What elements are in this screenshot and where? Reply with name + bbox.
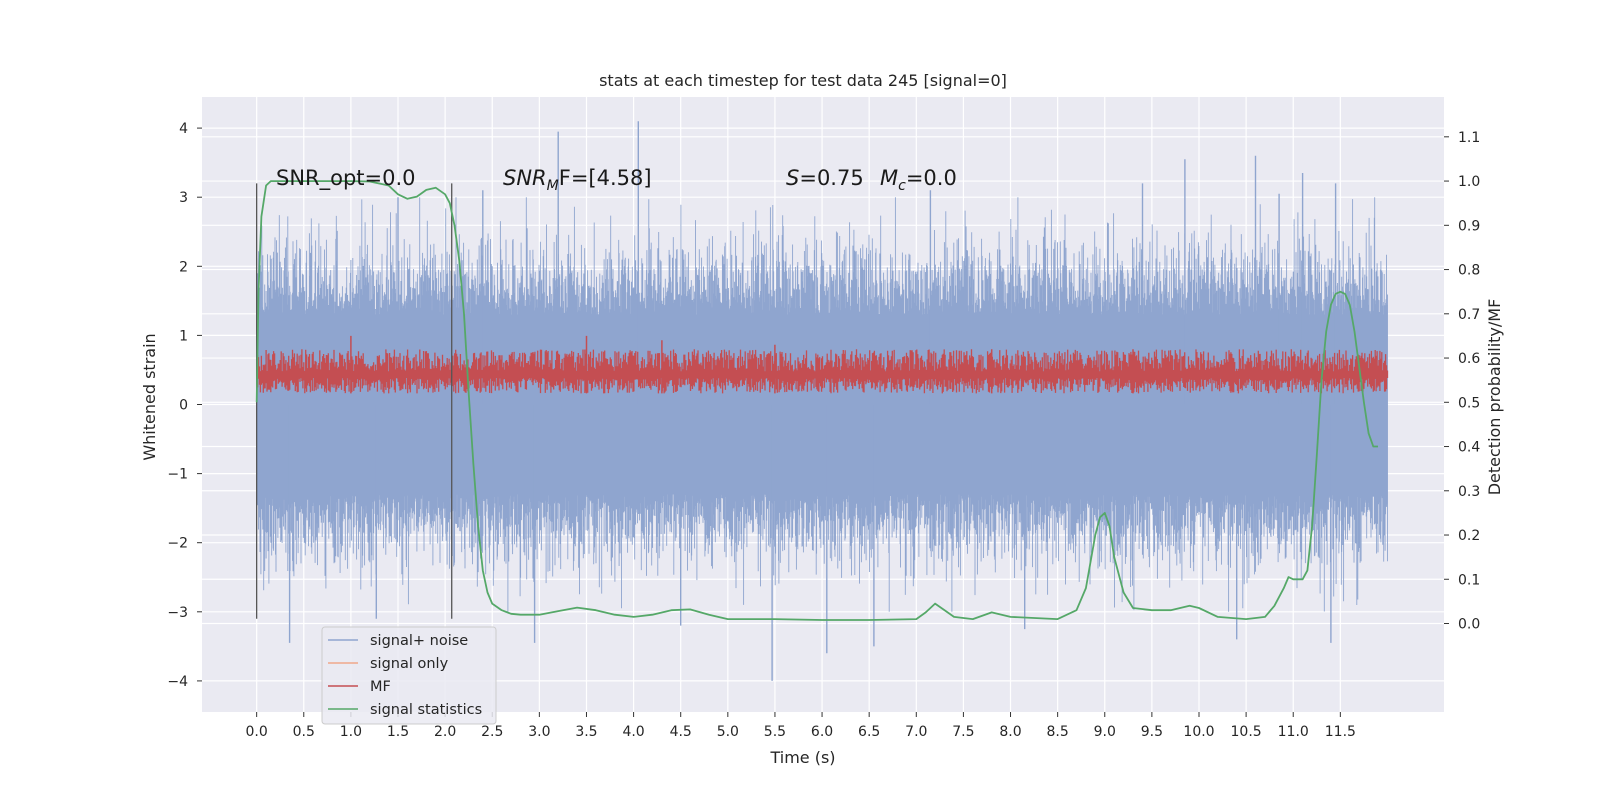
mf-peaks [350,335,1134,394]
y2-tick-label: 0.5 [1458,395,1480,411]
legend-label-signal-only: signal only [370,656,449,672]
x-tick-label: 5.5 [764,724,786,740]
y-axis-ticks: −4 −3 −2 −1 0 1 2 3 4 [167,121,202,690]
x-tick-label: 2.5 [481,724,503,740]
snr-mf-prefix: SNR [503,166,547,190]
x-tick-label: 0.5 [293,724,315,740]
x-axis-label: Time (s) [769,748,835,767]
noise-spikes [288,121,1337,681]
x-tick-label: 4.0 [622,724,644,740]
chart-title: stats at each timestep for test data 245… [599,71,1007,90]
x-tick-label: 10.0 [1183,724,1214,740]
snr-mf-subscript: M [547,178,559,194]
s-label: S [786,166,799,190]
x-tick-label: 11.0 [1278,724,1309,740]
mc-label: M [880,166,898,190]
x-tick-label: 1.5 [387,724,409,740]
legend-label-mf: MF [370,679,391,695]
x-tick-label: 8.0 [999,724,1021,740]
y2-tick-label: 0.9 [1458,218,1480,234]
snr-mf-value: F=[4.58] [559,166,652,190]
legend-label-signal-statistics: signal statistics [370,702,482,718]
y-tick-label: 2 [179,259,188,275]
x-tick-label: 6.5 [858,724,880,740]
legend-box [321,626,497,725]
y-tick-label: −2 [167,536,188,552]
y-tick-label: 1 [179,328,188,344]
y2-axis-ticks: 0.0 0.1 0.2 0.3 0.4 0.5 0.6 0.7 0.8 0.9 1.0 1.1 [1444,130,1480,633]
legend: signal+ noise signal only MF signal stat… [321,626,497,725]
y2-axis-label: Detection probability/MF [1485,299,1504,496]
y2-tick-label: 0.6 [1458,351,1480,367]
y2-tick-label: 0.4 [1458,440,1480,456]
x-tick-label: 3.5 [575,724,597,740]
x-tick-label: 11.5 [1325,724,1356,740]
x-tick-label: 7.5 [952,724,974,740]
x-tick-label: 7.0 [905,724,927,740]
x-tick-label: 9.5 [1141,724,1163,740]
y2-tick-label: 0.7 [1458,307,1480,323]
y2-tick-label: 0.2 [1458,528,1480,544]
annotation-mc: Mc=0.0 [880,166,957,194]
y2-tick-label: 1.1 [1458,130,1480,146]
x-tick-label: 10.5 [1231,724,1262,740]
x-axis-ticks: 0.0 0.5 1.0 1.5 2.0 2.5 3.0 3.5 4.0 4.5 5.0 5.5 6.0 6… [246,712,1356,740]
x-tick-label: 3.0 [528,724,550,740]
y-tick-label: 3 [179,190,188,206]
annotations: SNR_opt=0.0 SNRMF=[4.58] S=0.75 Mc=0.0 [276,166,957,194]
y2-tick-label: 1.0 [1458,174,1480,190]
y2-tick-label: 0.1 [1458,572,1480,588]
signal-statistics-trace [255,180,1378,621]
annotation-snr-opt: SNR_opt=0.0 [276,166,416,191]
x-tick-label: 9.0 [1094,724,1116,740]
legend-label-signal-noise: signal+ noise [370,633,468,649]
mc-subscript: c [898,178,906,194]
x-tick-label: 2.0 [434,724,456,740]
y-tick-label: 4 [179,121,188,137]
y-tick-label: −4 [167,674,188,690]
y-axis-label: Whitened strain [140,333,159,460]
x-tick-label: 5.0 [717,724,739,740]
y2-tick-label: 0.3 [1458,484,1480,500]
annotation-s: S=0.75 [786,166,864,190]
x-tick-label: 1.0 [340,724,362,740]
y-tick-label: −3 [167,605,188,621]
y2-tick-label: 0.0 [1458,617,1480,633]
x-tick-label: 6.0 [811,724,833,740]
s-value: =0.75 [799,166,863,190]
x-tick-label: 4.5 [670,724,692,740]
mc-value: =0.0 [906,166,957,190]
x-tick-label: 0.0 [246,724,268,740]
signal-noise-trace [256,121,1388,681]
y-tick-label: −1 [167,467,188,483]
y2-tick-label: 0.8 [1458,263,1480,279]
x-tick-label: 8.5 [1047,724,1069,740]
y-tick-label: 0 [179,398,188,414]
mf-trace [256,335,1389,394]
annotation-snr-mf: SNRMF=[4.58] [503,166,652,194]
signal-statistics-line [255,180,1378,621]
